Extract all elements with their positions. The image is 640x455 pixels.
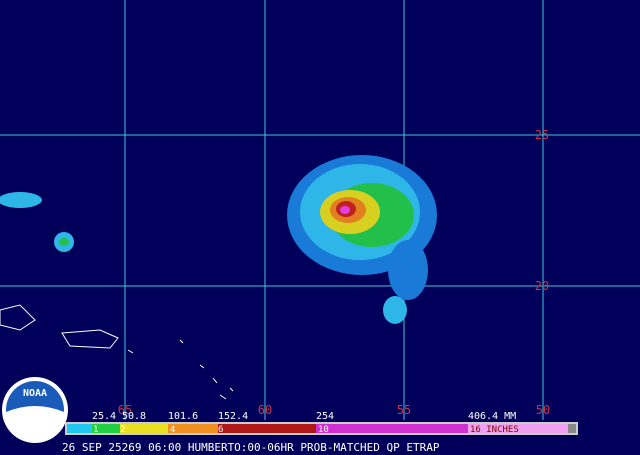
inch-label: 10	[318, 425, 329, 435]
mm-label: 101.6	[168, 411, 198, 422]
inch-label: 1	[93, 425, 98, 435]
mm-label: 50.8	[122, 411, 146, 422]
coastlines	[0, 304, 234, 400]
inch-label: 4	[170, 425, 175, 435]
storm-precip	[0, 155, 437, 324]
inch-labels: 1 2 4 6 10 16 INCHES	[93, 425, 519, 435]
mm-labels: 25.4 50.8 101.6 152.4 254 406.4 MM	[92, 411, 516, 422]
longitude-labels: 65 60 55 50	[118, 403, 550, 417]
lon-label: 60	[258, 403, 272, 417]
mm-label: 406.4 MM	[468, 411, 516, 422]
colorbar	[65, 422, 578, 435]
lon-label: 55	[397, 403, 411, 417]
logo-text: NOAA	[23, 388, 47, 399]
lat-label: 25	[535, 128, 549, 142]
inch-label: 16 INCHES	[470, 425, 519, 435]
noaa-logo: NOAA	[2, 377, 68, 443]
lon-label: 50	[536, 403, 550, 417]
footer: 26 SEP 25269 06:00 HUMBERTO:00-06HR PROB…	[62, 441, 440, 454]
latitude-labels: 25 20	[535, 128, 549, 293]
lat-label: 20	[535, 279, 549, 293]
inch-label: 2	[120, 425, 125, 435]
inch-label: 6	[218, 425, 223, 435]
mm-label: 25.4	[92, 411, 116, 422]
mm-label: 152.4	[218, 411, 248, 422]
mm-label: 254	[316, 411, 334, 422]
lon-label: 65	[118, 403, 132, 417]
